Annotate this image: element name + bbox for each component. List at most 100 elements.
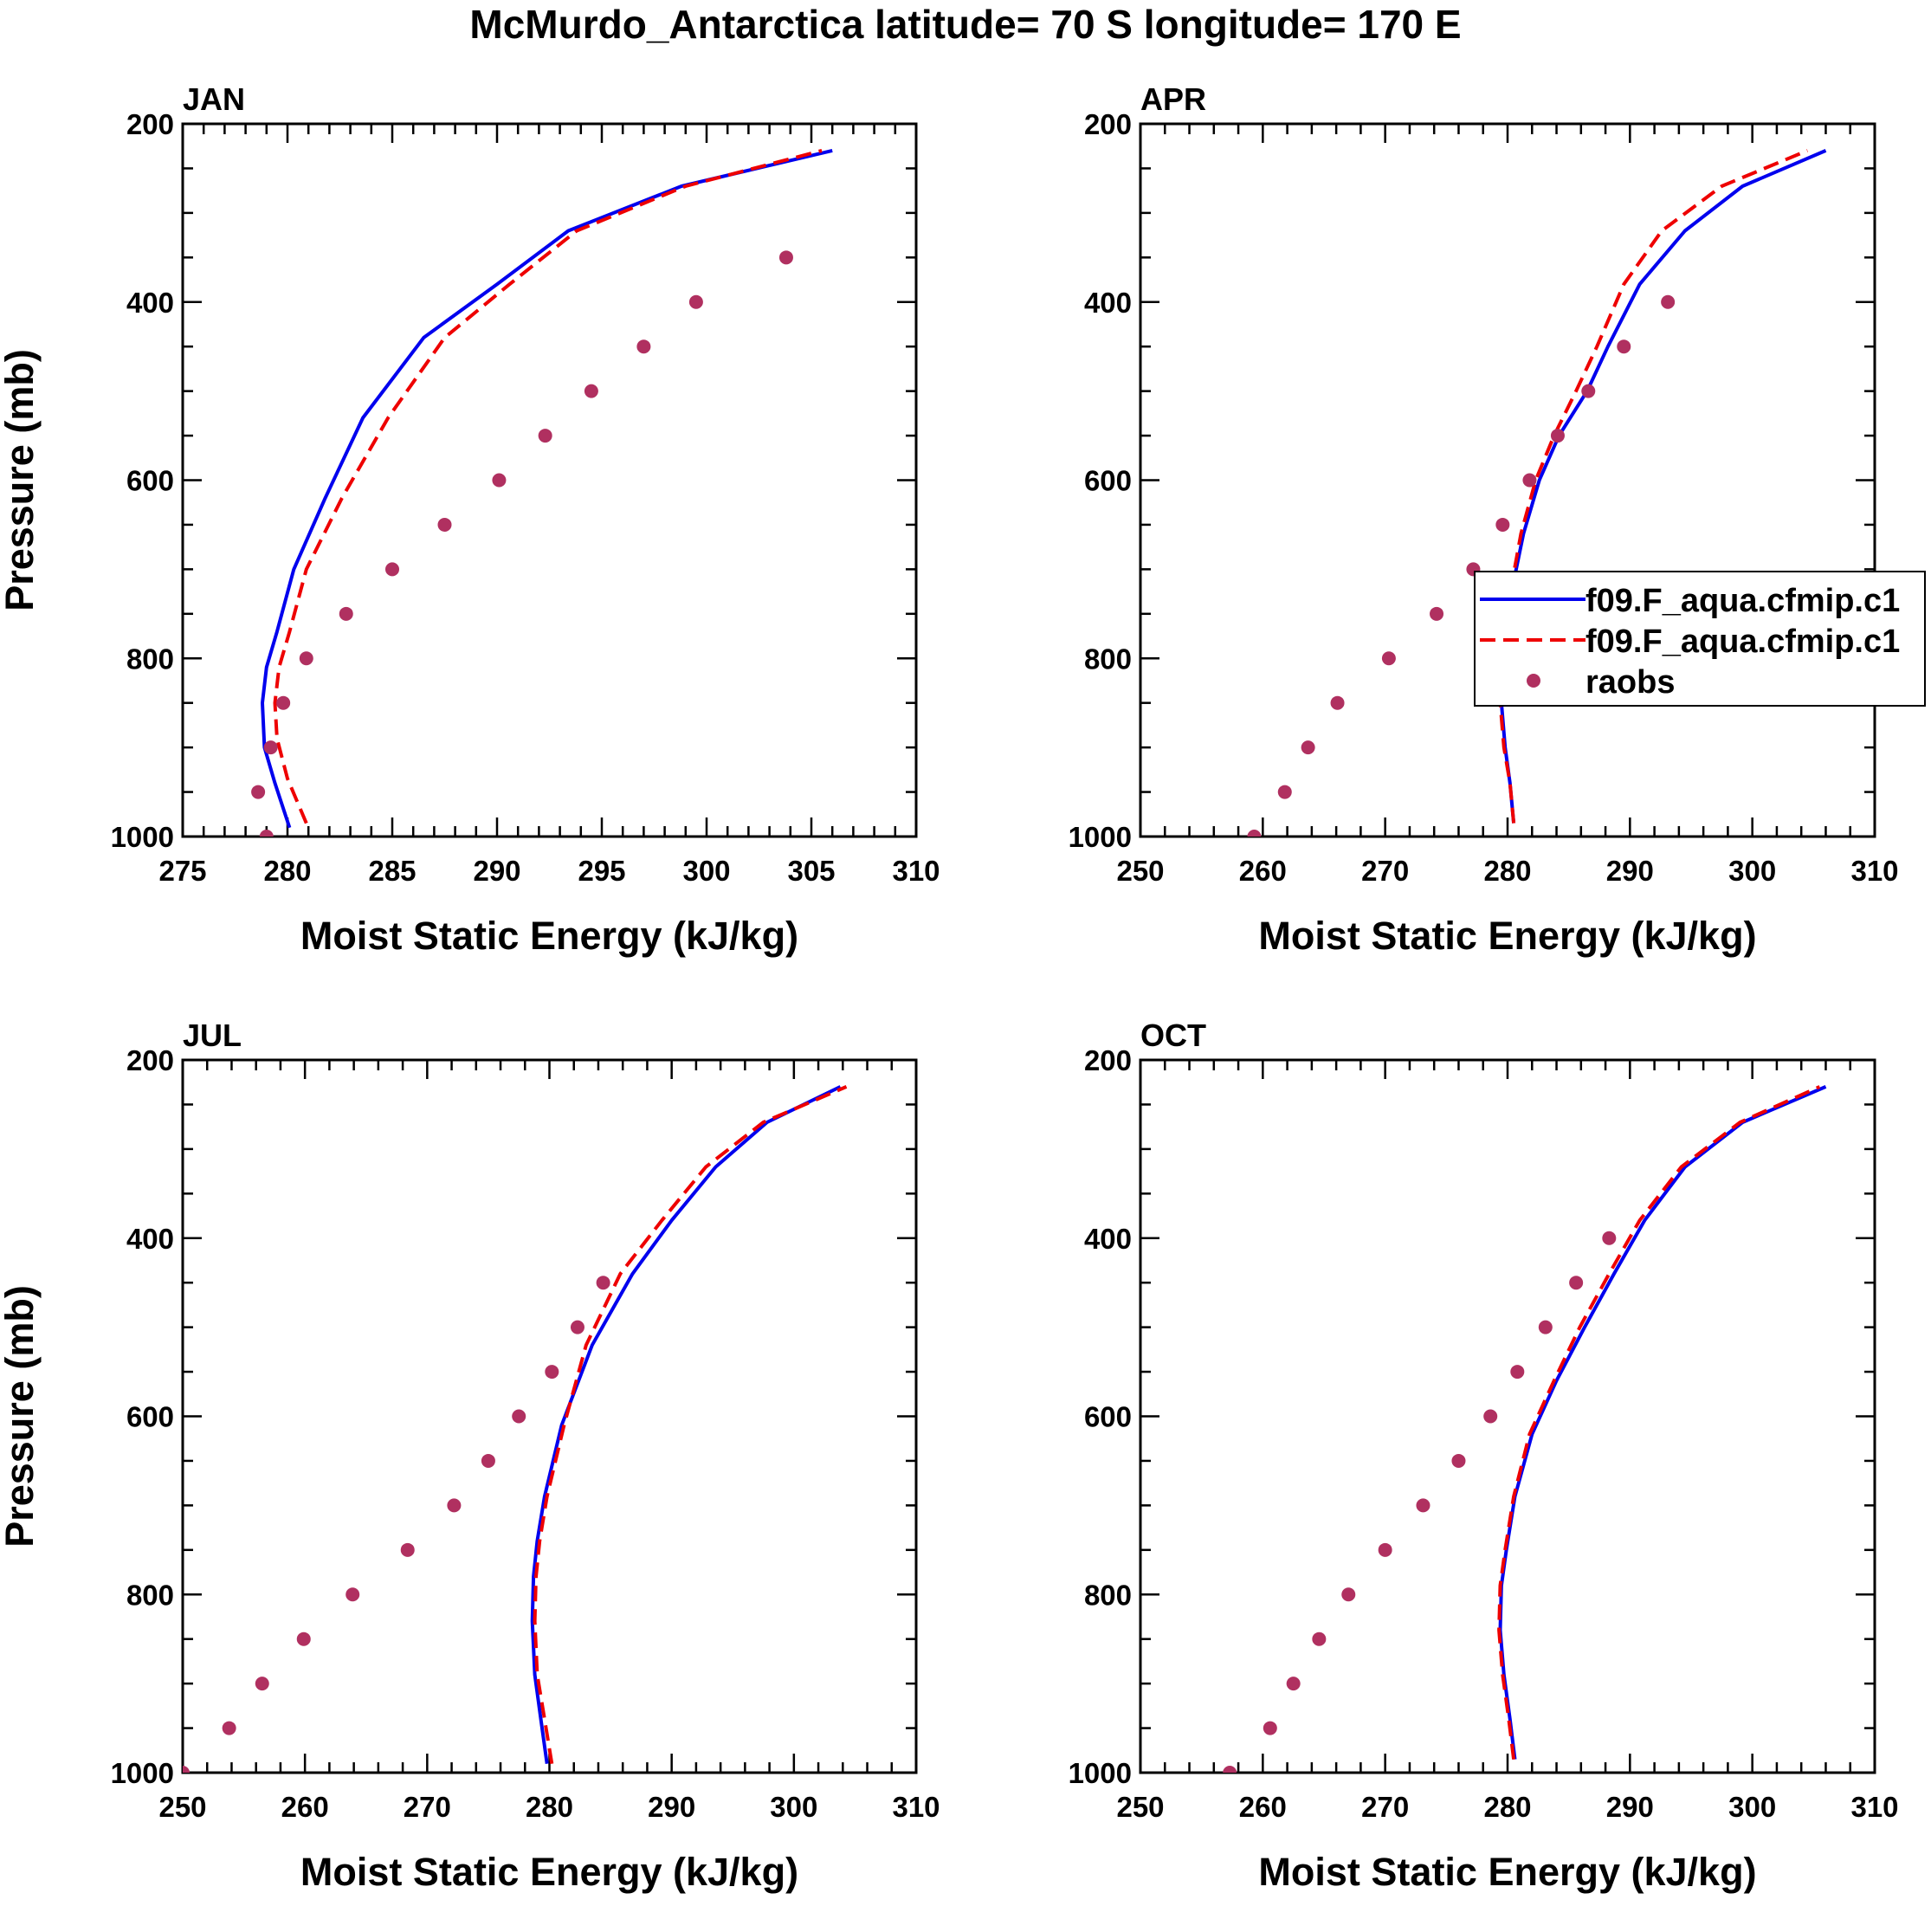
- raobs-point: [584, 384, 598, 398]
- raobs-point: [276, 695, 291, 710]
- raobs-point: [447, 1498, 462, 1513]
- x-tick-label: 250: [1116, 1791, 1164, 1823]
- y-tick-label: 600: [1084, 465, 1132, 497]
- series-model-dashed-line: [273, 148, 823, 824]
- x-axis-label: Moist Static Energy (kJ/kg): [300, 914, 798, 958]
- x-tick-label: 300: [770, 1791, 817, 1823]
- plot-frame: [1139, 1058, 1876, 1774]
- legend: f09.F_aqua.cfmip.c1 f09.F_aqua.cfmip.c1ra…: [1474, 571, 1926, 707]
- raobs-point: [570, 1320, 584, 1334]
- raobs-point: [492, 473, 507, 488]
- raobs-point: [1581, 384, 1596, 398]
- series-model-solid-line: [1498, 1085, 1827, 1760]
- raobs-point: [1569, 1276, 1584, 1290]
- y-tick-label: 400: [126, 1223, 174, 1255]
- panel-title: APR: [1140, 81, 1206, 117]
- x-tick-label: 290: [473, 855, 520, 887]
- raobs-point: [1538, 1320, 1553, 1334]
- x-tick-label: 300: [1728, 855, 1776, 887]
- y-tick-label: 1000: [111, 1757, 174, 1789]
- x-axis-label: Moist Static Energy (kJ/kg): [1258, 1850, 1756, 1894]
- raobs-point: [437, 517, 452, 532]
- series-model-dashed-line: [1498, 149, 1809, 824]
- raobs-point: [183, 1766, 190, 1773]
- raobs-point: [1510, 1365, 1525, 1380]
- y-tick-label: 400: [1084, 287, 1132, 319]
- raobs-point: [346, 1587, 360, 1602]
- raobs-point: [1301, 740, 1315, 755]
- raobs-point: [1381, 651, 1396, 666]
- panel-apr: APR 250 260 270 280 290 300 310 200 400 600 800 1000…: [1069, 81, 1899, 958]
- raobs-point: [545, 1365, 559, 1380]
- panel-jan: JAN 275 280 285 290 295 300 305 310 200 400 600 800 1…: [0, 81, 940, 958]
- y-axis-label: Pressure (mb): [0, 349, 42, 611]
- x-tick-label: 270: [404, 1791, 451, 1823]
- y-tick-label: 200: [126, 108, 174, 140]
- x-tick-label: 270: [1361, 1791, 1409, 1823]
- x-tick-label: 310: [1850, 855, 1898, 887]
- legend-label: f09.F_aqua.cfmip.c1: [1585, 583, 1900, 619]
- raobs-point: [1430, 606, 1444, 621]
- raobs-point: [1550, 429, 1565, 443]
- raobs-point: [1312, 1632, 1327, 1646]
- raobs-point: [1263, 1721, 1277, 1735]
- raobs-point: [1223, 1766, 1237, 1773]
- raobs-point: [400, 1542, 415, 1557]
- x-tick-label: 260: [1239, 855, 1287, 887]
- raobs-point: [299, 651, 313, 666]
- raobs-point: [1451, 1453, 1466, 1468]
- y-tick-label: 200: [1084, 1044, 1132, 1076]
- raobs-point: [512, 1409, 526, 1424]
- x-tick-label: 280: [263, 855, 311, 887]
- y-tick-label: 1000: [1069, 1757, 1132, 1789]
- raobs-point: [1247, 830, 1262, 837]
- x-tick-label: 310: [892, 855, 940, 887]
- x-tick-label: 285: [368, 855, 416, 887]
- raobs-point: [1661, 294, 1676, 309]
- x-axis-label: Moist Static Energy (kJ/kg): [300, 1850, 798, 1894]
- panel-jul: JUL 250 260 270 280 290 300 310 200 400 600 800 1000…: [0, 1018, 940, 1894]
- raobs-point: [385, 562, 399, 577]
- x-tick-label: 260: [1239, 1791, 1287, 1823]
- raobs-point: [636, 339, 651, 354]
- raobs-point: [1416, 1498, 1430, 1513]
- x-tick-label: 300: [1728, 1791, 1776, 1823]
- raobs-point: [259, 830, 274, 837]
- y-tick-label: 600: [1084, 1401, 1132, 1433]
- x-tick-label: 290: [1606, 1791, 1654, 1823]
- raobs-point: [1522, 473, 1537, 488]
- y-tick-label: 400: [126, 287, 174, 319]
- raobs-point: [263, 740, 278, 755]
- x-tick-label: 260: [281, 1791, 329, 1823]
- x-tick-label: 310: [892, 1791, 940, 1823]
- plot-frame: [181, 122, 918, 838]
- panel-title: OCT: [1140, 1018, 1206, 1053]
- y-tick-label: 1000: [111, 821, 174, 853]
- y-tick-label: 600: [126, 1401, 174, 1433]
- legend-label: f09.F_aqua.cfmip.c1: [1585, 624, 1900, 660]
- x-tick-label: 250: [1116, 855, 1164, 887]
- series-model-solid-line: [530, 1085, 842, 1764]
- x-tick-label: 305: [787, 855, 835, 887]
- x-tick-label: 280: [1483, 1791, 1531, 1823]
- x-tick-label: 270: [1361, 855, 1409, 887]
- raobs-point: [1277, 785, 1292, 799]
- panel-title: JAN: [183, 81, 245, 117]
- raobs-point: [778, 250, 793, 265]
- series-model-solid-line: [1499, 149, 1827, 824]
- raobs-point: [251, 785, 266, 799]
- raobs-point: [255, 1677, 269, 1691]
- legend-marker: [1527, 674, 1540, 688]
- x-tick-label: 295: [578, 855, 625, 887]
- y-tick-label: 600: [126, 465, 174, 497]
- raobs-point: [688, 294, 703, 309]
- raobs-point: [1617, 339, 1631, 354]
- x-tick-label: 290: [1606, 855, 1654, 887]
- y-tick-label: 800: [126, 1579, 174, 1611]
- raobs-point: [538, 429, 552, 443]
- raobs-point: [222, 1721, 236, 1735]
- x-tick-label: 275: [158, 855, 206, 887]
- panel-oct: OCT 250 260 270 280 290 300 310 200 400 600 800 1000…: [1069, 1018, 1899, 1894]
- x-tick-label: 300: [682, 855, 730, 887]
